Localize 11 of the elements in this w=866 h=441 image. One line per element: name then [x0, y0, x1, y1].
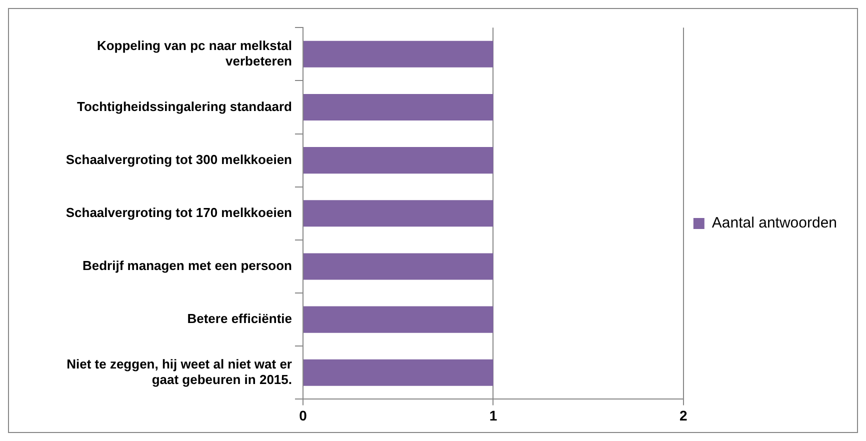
y-tick-label: Tochtigheidssingalering standaard [76, 98, 292, 114]
x-tick-label: 2 [680, 407, 688, 424]
y-tick-label: Koppeling van pc naar melkstal verbeteren [96, 38, 292, 69]
y-tick-label: Schaalvergroting tot 300 melkkoeien [66, 152, 292, 167]
legend-label: Aantal antwoorden [712, 214, 838, 232]
y-tick-label: Betere efficiëntie [187, 311, 292, 326]
y-tick-label: Bedrijf managen met een persoon [82, 258, 292, 274]
x-tick-label: 1 [489, 407, 498, 424]
y-tick-label: Schaalvergroting tot 170 melkkoeien [66, 204, 292, 220]
y-tick-label: Niet te zeggen, hij weet al niet wat er gaat gebeuren in 2015. [66, 356, 292, 388]
x-tick-label: 0 [299, 407, 308, 424]
